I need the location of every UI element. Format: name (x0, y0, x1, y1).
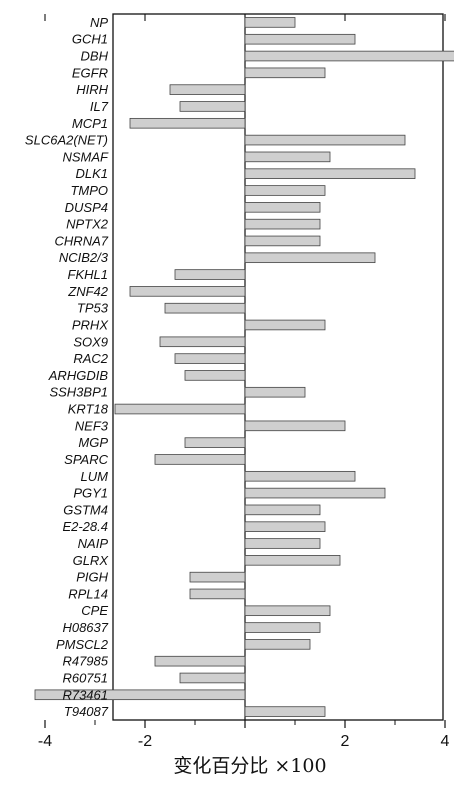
bar-rac2 (175, 354, 245, 364)
bar-r47985 (155, 656, 245, 666)
gene-label-glrx: GLRX (73, 553, 110, 568)
gene-label-ncib2-3: NCIB2/3 (59, 250, 109, 265)
bar-slc6a2-net- (245, 135, 405, 145)
gene-label-chrna7: CHRNA7 (55, 233, 109, 248)
gene-label-nef3: NEF3 (75, 418, 109, 433)
bar-znf42 (130, 286, 245, 296)
bar-sparc (155, 455, 245, 465)
bar-pigh (190, 572, 245, 582)
gene-label-cpe: CPE (81, 603, 108, 618)
bar-krt18 (115, 404, 245, 414)
gene-label-fkhl1: FKHL1 (68, 267, 108, 282)
bar-dusp4 (245, 202, 320, 212)
gene-label-egfr: EGFR (72, 65, 108, 80)
bar-nsmaf (245, 152, 330, 162)
gene-label-gstm4: GSTM4 (63, 502, 108, 517)
gene-label-nptx2: NPTX2 (66, 217, 109, 232)
bar-hirh (170, 85, 245, 95)
bar-gch1 (245, 34, 355, 44)
gene-label-pgy1: PGY1 (73, 486, 108, 501)
bar-mgp (185, 438, 245, 448)
gene-label-il7: IL7 (90, 99, 109, 114)
gene-label-e2-28-4: E2-28.4 (62, 519, 108, 534)
gene-label-np: NP (90, 15, 108, 30)
bar-dlk1 (245, 169, 415, 179)
gene-label-mgp: MGP (78, 435, 108, 450)
gene-label-sparc: SPARC (64, 452, 108, 467)
bar-gstm4 (245, 505, 320, 515)
bar-lum (245, 471, 355, 481)
bar-h08637 (245, 623, 320, 633)
bar-arhgdib (185, 371, 245, 381)
gene-label-krt18: KRT18 (68, 402, 109, 417)
gene-label-lum: LUM (81, 469, 109, 484)
bar-prhx (245, 320, 325, 330)
gene-label-tmpo: TMPO (70, 183, 108, 198)
bar-pgy1 (245, 488, 385, 498)
bar-glrx (245, 555, 340, 565)
gene-label-pigh: PIGH (76, 570, 108, 585)
bar-fkhl1 (175, 270, 245, 280)
gene-label-nsmaf: NSMAF (63, 149, 110, 164)
bar-nef3 (245, 421, 345, 431)
bar-chrna7 (245, 236, 320, 246)
gene-label-ssh3bp1: SSH3BP1 (49, 385, 108, 400)
gene-label-gch1: GCH1 (72, 32, 108, 47)
gene-label-tp53: TP53 (77, 301, 109, 316)
gene-label-r47985: R47985 (62, 654, 108, 669)
gene-label-naip: NAIP (78, 536, 109, 551)
bar-r60751 (180, 673, 245, 683)
bar-naip (245, 539, 320, 549)
bar-rpl14 (190, 589, 245, 599)
gene-label-r60751: R60751 (62, 670, 108, 685)
gene-label-arhgdib: ARHGDIB (48, 368, 109, 383)
bar-pmscl2 (245, 639, 310, 649)
gene-label-hirh: HIRH (76, 82, 108, 97)
gene-label-znf42: ZNF42 (67, 284, 109, 299)
bar-cpe (245, 606, 330, 616)
gene-label-pmscl2: PMSCL2 (56, 637, 109, 652)
gene-label-dbh: DBH (81, 49, 109, 64)
x-tick-label-2: 2 (341, 733, 350, 750)
gene-label-rpl14: RPL14 (68, 586, 108, 601)
gene-label-h08637: H08637 (62, 620, 108, 635)
gene-label-r73461: R73461 (62, 687, 108, 702)
gene-label-t94087: T94087 (64, 704, 109, 719)
gene-label-slc6a2-net-: SLC6A2(NET) (25, 133, 108, 148)
gene-label-dusp4: DUSP4 (65, 200, 108, 215)
bar-nptx2 (245, 219, 320, 229)
gene-label-mcp1: MCP1 (72, 116, 108, 131)
x-tick-label--2: -2 (138, 733, 152, 750)
bar-ncib2-3 (245, 253, 375, 263)
x-axis-title: 变化百分比 ×100 (173, 755, 326, 777)
gene-label-sox9: SOX9 (73, 334, 108, 349)
x-tick-label-4: 4 (441, 733, 450, 750)
bar-sox9 (160, 337, 245, 347)
bar-il7 (180, 102, 245, 112)
bar-np (245, 18, 295, 28)
bar-ssh3bp1 (245, 387, 305, 397)
gene-label-rac2: RAC2 (73, 351, 108, 366)
bar-egfr (245, 68, 325, 78)
bar-dbh (245, 51, 454, 61)
bar-tmpo (245, 186, 325, 196)
bar-tp53 (165, 303, 245, 313)
gene-label-dlk1: DLK1 (75, 166, 108, 181)
gene-label-prhx: PRHX (72, 317, 109, 332)
bar-e2-28-4 (245, 522, 325, 532)
x-tick-label--4: -4 (38, 733, 52, 750)
bar-mcp1 (130, 118, 245, 128)
bar-t94087 (245, 707, 325, 717)
